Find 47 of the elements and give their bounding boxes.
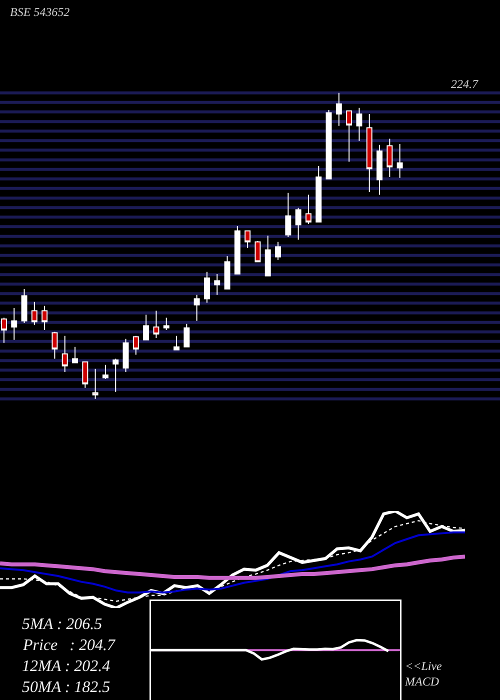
candlestick <box>174 335 180 350</box>
candlestick <box>396 143 403 178</box>
candlestick <box>0 317 7 344</box>
candlestick <box>42 305 48 331</box>
candlestick <box>275 241 281 260</box>
candlestick <box>356 107 362 142</box>
candlestick <box>153 310 160 338</box>
candlestick <box>102 364 108 380</box>
candlestick <box>316 165 322 222</box>
candlestick <box>376 144 382 196</box>
candlestick <box>224 255 230 290</box>
candlestick <box>112 358 119 392</box>
candlestick <box>11 307 18 340</box>
text: 5MA : 206.5 <box>22 616 102 633</box>
candlestick <box>52 331 58 360</box>
candlestick <box>254 240 261 262</box>
candlestick <box>366 113 372 193</box>
text: 224.7 <box>451 77 479 91</box>
candlestick <box>132 335 139 356</box>
candlestick <box>386 138 393 178</box>
candlestick <box>194 294 200 322</box>
candlestick <box>295 207 302 240</box>
candlestick <box>31 301 38 326</box>
candlestick <box>204 271 210 304</box>
text: <<Live MACD <box>404 659 443 689</box>
candlestick <box>264 235 271 276</box>
candlestick <box>122 338 129 372</box>
chart-title: BSE 543652 <box>10 5 70 20</box>
text: 50MA : 182.5 <box>22 679 110 696</box>
candlestick <box>285 192 292 238</box>
candlestick <box>336 92 342 126</box>
candlestick <box>244 230 251 249</box>
candlestick <box>214 274 220 296</box>
candlestick <box>82 361 88 388</box>
candlestick <box>346 110 352 162</box>
text: Price : 204.7 <box>22 637 116 654</box>
candlestick <box>305 194 312 224</box>
candlestick <box>184 323 190 348</box>
candlestick <box>92 368 98 400</box>
candlestick <box>234 225 240 275</box>
candlestick <box>143 314 150 340</box>
candlestick <box>21 288 28 324</box>
candlestick <box>163 317 170 331</box>
candlestick <box>326 109 332 180</box>
candlestick <box>72 346 78 364</box>
text: 12MA : 202.4 <box>22 658 110 675</box>
candlestick <box>62 335 68 372</box>
